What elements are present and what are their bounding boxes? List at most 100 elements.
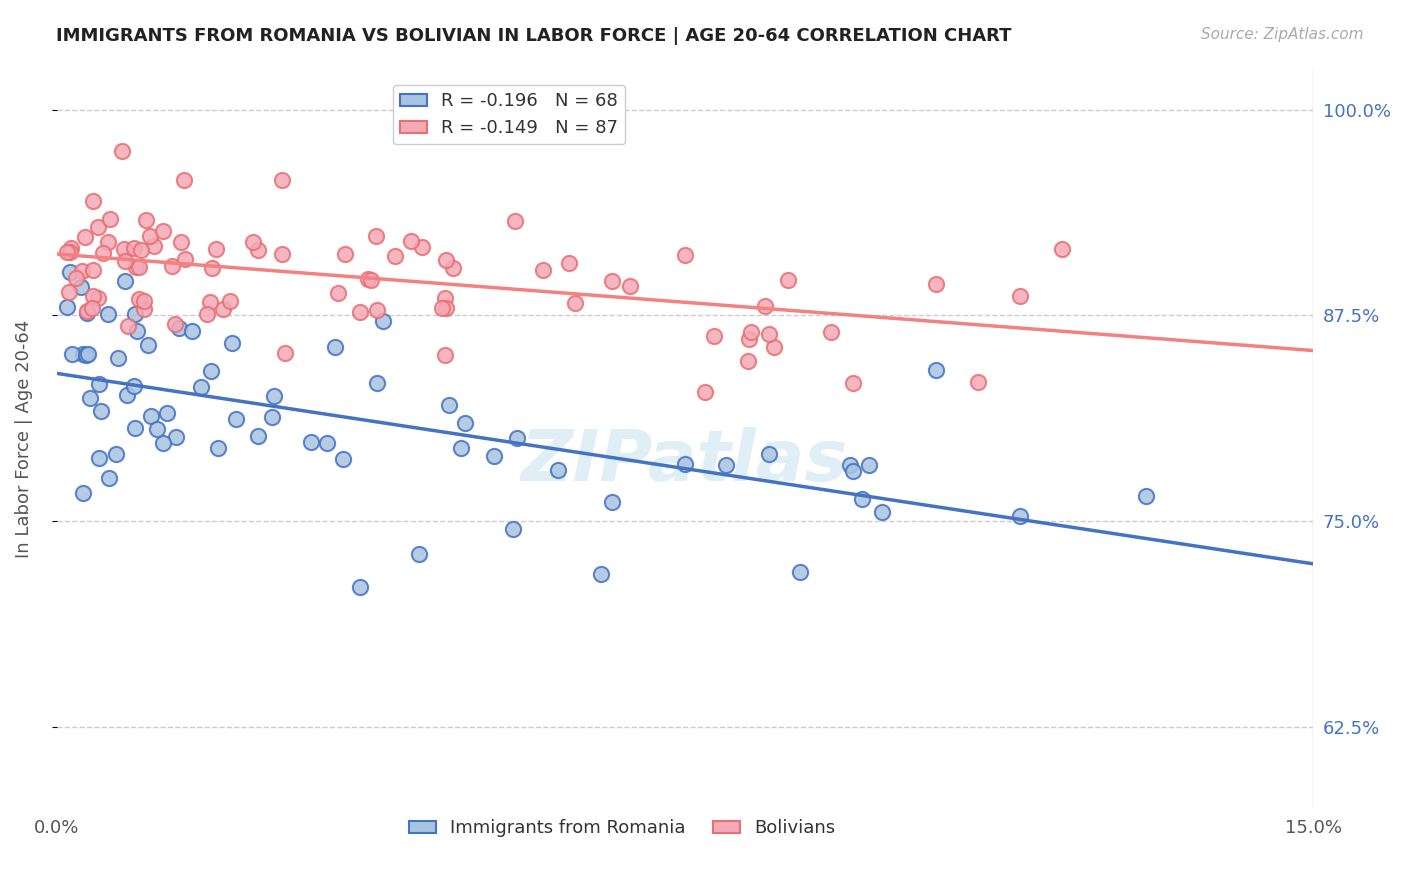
Point [778,273,800,287]
Point [366,302,388,317]
Point [503,214,526,228]
Point [72,485,94,500]
Point [76,304,98,318]
Point [357,272,380,286]
Point [349,580,371,594]
Point [59,244,82,259]
Point [737,354,759,368]
Point [190,380,212,394]
Point [434,291,457,305]
Point [1135,489,1157,503]
Point [432,301,454,315]
Point [87,291,110,305]
Point [114,274,136,288]
Point [740,325,762,339]
Point [124,379,146,393]
Point [211,302,233,317]
Point [564,296,586,310]
Point [97,470,120,484]
Point [349,304,371,318]
Point [139,228,162,243]
Point [86,219,108,234]
Point [89,450,111,465]
Point [204,242,226,256]
Point [77,346,100,360]
Point [263,389,285,403]
Point [124,241,146,255]
Point [79,391,101,405]
Point [454,416,477,430]
Point [247,428,270,442]
Point [218,293,240,308]
Point [169,235,191,249]
Point [70,263,93,277]
Point [60,241,83,255]
Point [502,522,524,536]
Point [754,299,776,313]
Point [143,238,166,252]
Point [200,364,222,378]
Point [65,270,87,285]
Point [703,329,725,343]
Point [75,230,97,244]
Point [858,458,880,473]
Text: ZIPatlas: ZIPatlas [522,426,849,496]
Point [132,301,155,316]
Point [1010,289,1032,303]
Point [195,307,218,321]
Point [173,172,195,186]
Point [89,376,111,391]
Point [70,280,93,294]
Point [484,449,506,463]
Point [371,313,394,327]
Point [789,565,811,579]
Point [841,376,863,390]
Point [112,242,135,256]
Point [58,285,80,300]
Point [673,248,696,262]
Point [434,348,457,362]
Point [242,235,264,249]
Point [207,442,229,456]
Point [135,213,157,227]
Text: IMMIGRANTS FROM ROMANIA VS BOLIVIAN IN LABOR FORCE | AGE 20-64 CORRELATION CHART: IMMIGRANTS FROM ROMANIA VS BOLIVIAN IN L… [56,27,1012,45]
Point [260,410,283,425]
Point [332,451,354,466]
Point [72,347,94,361]
Point [333,246,356,260]
Point [366,376,388,391]
Point [737,332,759,346]
Point [114,253,136,268]
Point [364,229,387,244]
Point [299,435,322,450]
Point [531,263,554,277]
Point [246,243,269,257]
Point [97,235,120,250]
Point [174,252,197,266]
Point [167,321,190,335]
Point [125,260,148,275]
Point [271,247,294,261]
Point [437,398,460,412]
Point [76,306,98,320]
Point [198,294,221,309]
Point [758,326,780,341]
Point [695,385,717,400]
Point [155,407,177,421]
Point [506,431,529,445]
Point [434,301,457,316]
Point [163,317,186,331]
Point [714,458,737,472]
Point [673,458,696,472]
Point [221,336,243,351]
Point [600,495,623,509]
Point [925,363,948,377]
Point [225,412,247,426]
Point [75,348,97,362]
Point [115,388,138,402]
Point [146,422,169,436]
Point [441,260,464,275]
Point [547,462,569,476]
Point [56,245,79,260]
Point [758,447,780,461]
